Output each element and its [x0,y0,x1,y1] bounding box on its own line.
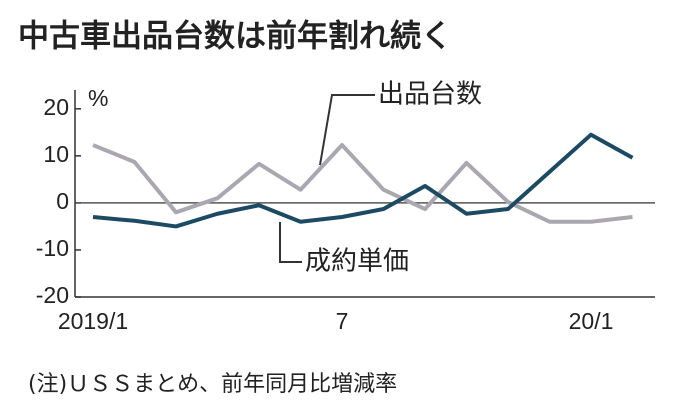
series-label: 出品台数 [378,80,482,110]
y-tick-label: 10 [43,141,69,167]
unit-label: % [88,85,108,111]
x-tick-label: 2019/1 [58,308,128,334]
series-line [92,132,634,229]
series-label: 成約単価 [305,247,409,277]
x-tick-label: 20/1 [569,308,614,334]
leader-line [279,222,302,263]
x-tick-label: 7 [336,308,349,334]
chart-title: 中古車出品台数は前年割れ続く [18,19,452,55]
leader-line [319,94,375,166]
note: (注)ＵＳＳまとめ、前年同月比増減率 [28,372,397,397]
y-tick-label: -10 [36,235,69,261]
y-tick-label: 20 [43,94,69,120]
y-tick-label: 0 [56,188,69,214]
y-tick-label: -20 [36,282,69,308]
series-line [92,143,633,224]
